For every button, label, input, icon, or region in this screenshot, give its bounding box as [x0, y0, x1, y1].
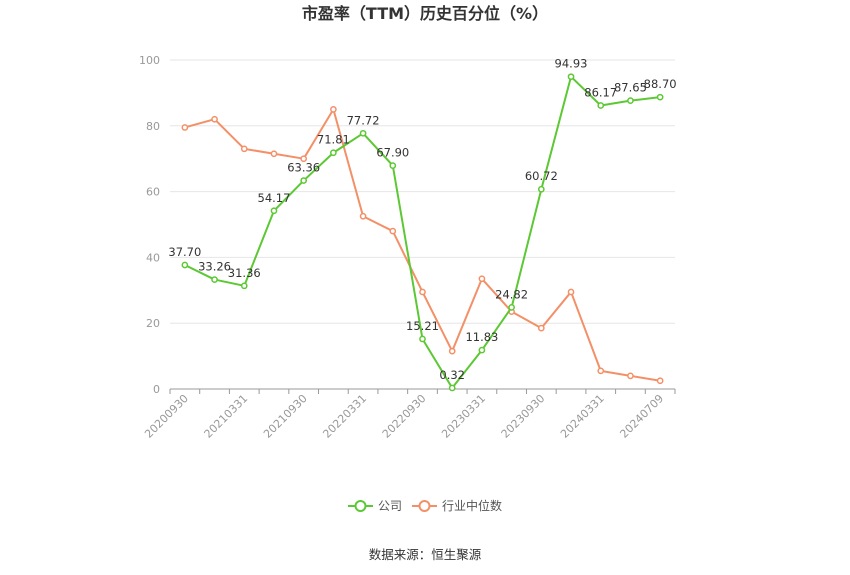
point-industry-median [448, 347, 456, 355]
point-company [330, 149, 337, 157]
point-company [448, 384, 456, 392]
point-company [181, 261, 189, 269]
data-label-company: 33.26 [198, 260, 231, 274]
data-label-company: 88.70 [644, 77, 677, 91]
x-tick-label-20200930: 20200930 [142, 392, 191, 441]
x-tick-label-20220930: 20220930 [380, 392, 429, 441]
data-label-company: 77.72 [347, 113, 380, 127]
point-company [240, 282, 248, 290]
point-industry-median [181, 124, 189, 131]
data-label-company: 31.36 [228, 266, 261, 280]
y-tick-label-20: 20 [146, 317, 160, 330]
point-industry-median [211, 115, 218, 123]
data-label-company: 54.17 [258, 191, 291, 205]
point-company [359, 129, 367, 137]
point-industry-median [656, 377, 664, 385]
point-industry-median [419, 288, 426, 296]
point-company [627, 97, 634, 104]
point-industry-median [597, 367, 605, 375]
point-industry-median [567, 288, 575, 296]
point-industry-median [359, 212, 367, 220]
point-industry-median [478, 275, 486, 283]
x-tick-label-20210930: 20210930 [261, 392, 310, 441]
y-tick-label-0: 0 [153, 383, 160, 396]
data-label-company: 15.21 [406, 319, 439, 333]
series-lines [181, 73, 664, 392]
point-industry-median [300, 155, 308, 163]
legend-label-company: 公司 [378, 499, 402, 513]
point-industry-median [537, 324, 545, 332]
x-tick-label-20210331: 20210331 [202, 392, 251, 441]
data-source: 数据来源：恒生聚源 [369, 547, 482, 562]
point-company [597, 102, 605, 109]
point-company [419, 335, 426, 343]
legend-label-industry-median: 行业中位数 [442, 498, 502, 513]
data-label-company: 37.70 [168, 245, 201, 259]
legend-item-industry-median[interactable]: 行业中位数 [412, 498, 502, 513]
point-company [567, 73, 575, 81]
legend-item-company[interactable]: 公司 [348, 499, 402, 513]
data-label-company: 86.17 [584, 86, 617, 100]
data-label-company: 24.82 [495, 287, 528, 301]
point-company [300, 177, 308, 184]
x-tick-label-20230930: 20230930 [499, 392, 548, 441]
legend-marker-industry-median [418, 500, 431, 512]
legend-marker-company [354, 500, 367, 512]
point-company [537, 185, 545, 193]
x-tick-label-20230331: 20230331 [439, 392, 488, 441]
x-tick-label-20240331: 20240331 [558, 392, 607, 441]
data-label-company: 67.90 [376, 146, 409, 160]
y-tick-label-100: 100 [139, 54, 160, 67]
point-company [389, 162, 397, 169]
point-company [270, 207, 278, 215]
data-label-company: 94.93 [555, 57, 588, 71]
point-company [211, 276, 218, 283]
x-tick-label-20240709: 20240709 [617, 392, 666, 441]
point-industry-median [240, 145, 248, 153]
data-label-company: 87.65 [614, 81, 647, 95]
data-label-company: 0.32 [439, 368, 465, 382]
y-tick-label-40: 40 [146, 251, 160, 264]
y-axis: 0 20 40 60 80 100 [139, 54, 160, 396]
data-label-company: 11.83 [465, 330, 498, 344]
point-industry-median [389, 227, 397, 235]
y-tick-label-60: 60 [146, 186, 160, 199]
point-company [478, 346, 486, 354]
point-industry-median [627, 372, 634, 380]
legend[interactable]: 公司 行业中位数 [348, 498, 502, 513]
data-label-company: 71.81 [317, 133, 350, 147]
chart-title: 市盈率（TTM）历史百分位（%） [302, 4, 548, 23]
grid [170, 59, 675, 324]
x-tick-label-20220331: 20220331 [320, 392, 369, 441]
data-label-company: 60.72 [525, 169, 558, 183]
point-industry-median [330, 106, 337, 113]
point-industry-median [270, 150, 278, 158]
point-company [656, 93, 664, 101]
data-label-company: 63.36 [287, 161, 320, 175]
point-company [508, 303, 515, 311]
x-axis: 20200930 20210331 20210930 20220331 20220930… [142, 388, 676, 441]
y-tick-label-80: 80 [146, 120, 160, 133]
